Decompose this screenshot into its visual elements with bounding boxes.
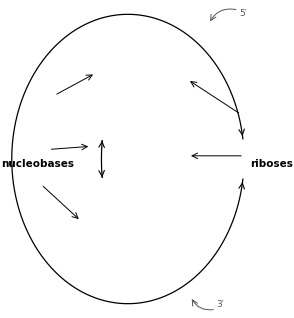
Text: 5′: 5′ [240,9,247,18]
Text: nucleobases: nucleobases [1,159,74,169]
Text: riboses: riboses [250,159,293,169]
Text: 3′: 3′ [216,300,224,309]
